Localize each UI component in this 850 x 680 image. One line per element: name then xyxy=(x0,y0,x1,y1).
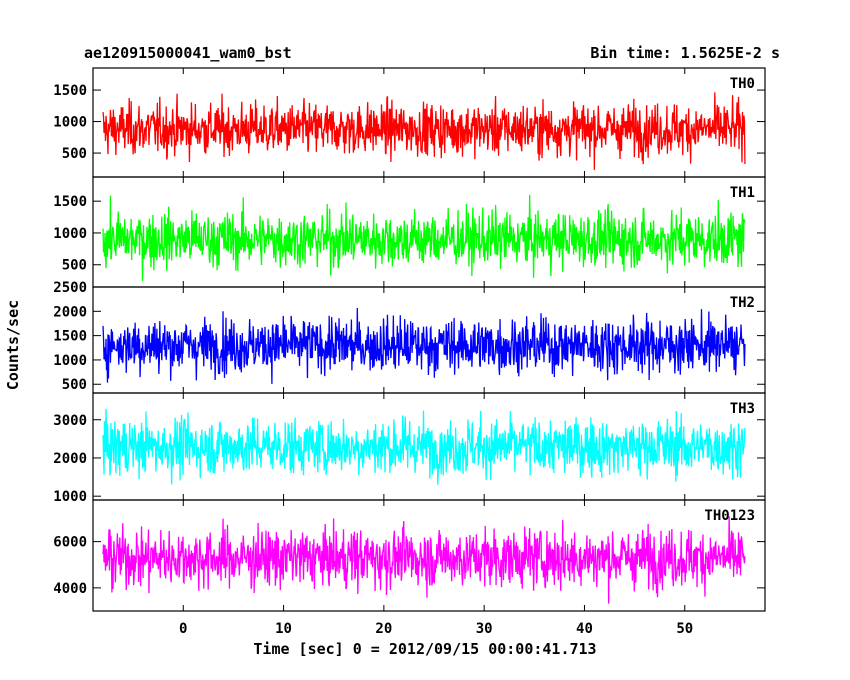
panel-th2: 500 1000 1500 2000 2500 TH2 xyxy=(53,280,766,394)
bin-time-label: Bin time: 1.5625E-2 s xyxy=(590,44,780,62)
y-tick-label: 2000 xyxy=(53,451,87,467)
plot-title: ae120915000041_wam0_bst xyxy=(84,44,292,62)
panel-th0123: 4000 6000 TH0123 xyxy=(53,499,766,612)
y-tick-label: 6000 xyxy=(53,535,87,551)
y-tick-label: 1000 xyxy=(53,489,87,505)
y-tick-label: 3000 xyxy=(53,413,87,429)
y-tick-label: 1500 xyxy=(53,329,87,345)
series-line-th3 xyxy=(102,408,746,485)
y-tick-label: 500 xyxy=(62,258,87,274)
y-tick-label: 500 xyxy=(62,377,87,393)
series-line-th0123 xyxy=(102,516,746,604)
panels-group: 500 1000 1500 TH0 500 1000 1500 TH1 500 1000 1500 2… xyxy=(53,67,766,612)
series-line-th0 xyxy=(102,92,746,170)
x-axis-label: Time [sec] 0 = 2012/09/15 00:00:41.713 xyxy=(253,640,596,658)
y-axis-label: Counts/sec xyxy=(4,300,22,390)
y-tick-label: 1000 xyxy=(53,115,87,131)
panel-label-th1: TH1 xyxy=(730,185,755,201)
series-line-th1 xyxy=(102,194,746,282)
panel-label-th3: TH3 xyxy=(730,401,755,417)
y-tick-label: 1000 xyxy=(53,226,87,242)
x-tick-label: 30 xyxy=(476,621,493,637)
x-tick-label: 40 xyxy=(576,621,593,637)
y-tick-label: 2000 xyxy=(53,304,87,320)
panel-th0: 500 1000 1500 TH0 xyxy=(53,67,766,178)
y-tick-label: 1500 xyxy=(53,194,87,210)
series-line-th2 xyxy=(102,308,746,384)
y-tick-label: 4000 xyxy=(53,581,87,597)
panel-th3: 1000 2000 3000 TH3 xyxy=(53,392,766,505)
y-tick-label: 1500 xyxy=(53,83,87,99)
x-tick-label: 0 xyxy=(179,621,187,637)
x-tick-label: 20 xyxy=(375,621,392,637)
panel-frame xyxy=(92,499,766,612)
panel-label-th0123: TH0123 xyxy=(704,508,755,524)
panel-th1: 500 1000 1500 TH1 xyxy=(53,176,766,288)
y-tick-label: 1000 xyxy=(53,353,87,369)
y-tick-label: 500 xyxy=(62,146,87,162)
x-axis: 0 10 20 30 40 50 xyxy=(179,621,693,637)
panel-label-th0: TH0 xyxy=(730,76,755,92)
y-tick-label: 2500 xyxy=(53,280,87,296)
panel-label-th2: TH2 xyxy=(730,295,755,311)
x-tick-label: 50 xyxy=(676,621,693,637)
x-tick-label: 10 xyxy=(275,621,292,637)
